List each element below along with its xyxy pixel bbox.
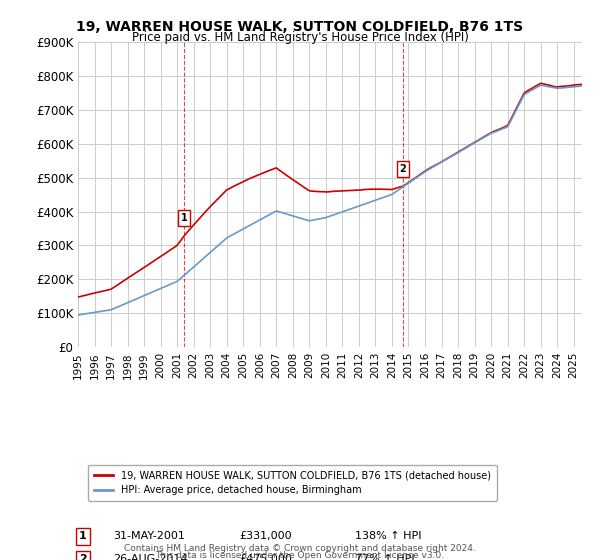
Text: 1: 1	[181, 213, 187, 223]
Text: £331,000: £331,000	[239, 531, 292, 542]
Text: This data is licensed under the Open Government Licence v3.0.: This data is licensed under the Open Gov…	[155, 551, 445, 560]
Text: 77% ↑ HPI: 77% ↑ HPI	[355, 554, 415, 560]
Text: 138% ↑ HPI: 138% ↑ HPI	[355, 531, 422, 542]
Text: 26-AUG-2014: 26-AUG-2014	[113, 554, 188, 560]
Text: 19, WARREN HOUSE WALK, SUTTON COLDFIELD, B76 1TS: 19, WARREN HOUSE WALK, SUTTON COLDFIELD,…	[76, 20, 524, 34]
Text: 31-MAY-2001: 31-MAY-2001	[113, 531, 185, 542]
Text: 2: 2	[400, 164, 406, 174]
Text: 2: 2	[79, 554, 87, 560]
Legend: 19, WARREN HOUSE WALK, SUTTON COLDFIELD, B76 1TS (detached house), HPI: Average : 19, WARREN HOUSE WALK, SUTTON COLDFIELD,…	[88, 464, 497, 501]
Text: 1: 1	[79, 531, 87, 542]
Text: Price paid vs. HM Land Registry's House Price Index (HPI): Price paid vs. HM Land Registry's House …	[131, 31, 469, 44]
Text: £475,000: £475,000	[239, 554, 292, 560]
Text: Contains HM Land Registry data © Crown copyright and database right 2024.: Contains HM Land Registry data © Crown c…	[124, 544, 476, 553]
